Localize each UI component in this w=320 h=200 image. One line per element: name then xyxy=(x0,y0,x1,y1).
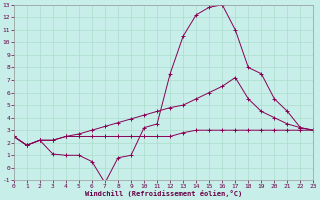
X-axis label: Windchill (Refroidissement éolien,°C): Windchill (Refroidissement éolien,°C) xyxy=(85,190,242,197)
